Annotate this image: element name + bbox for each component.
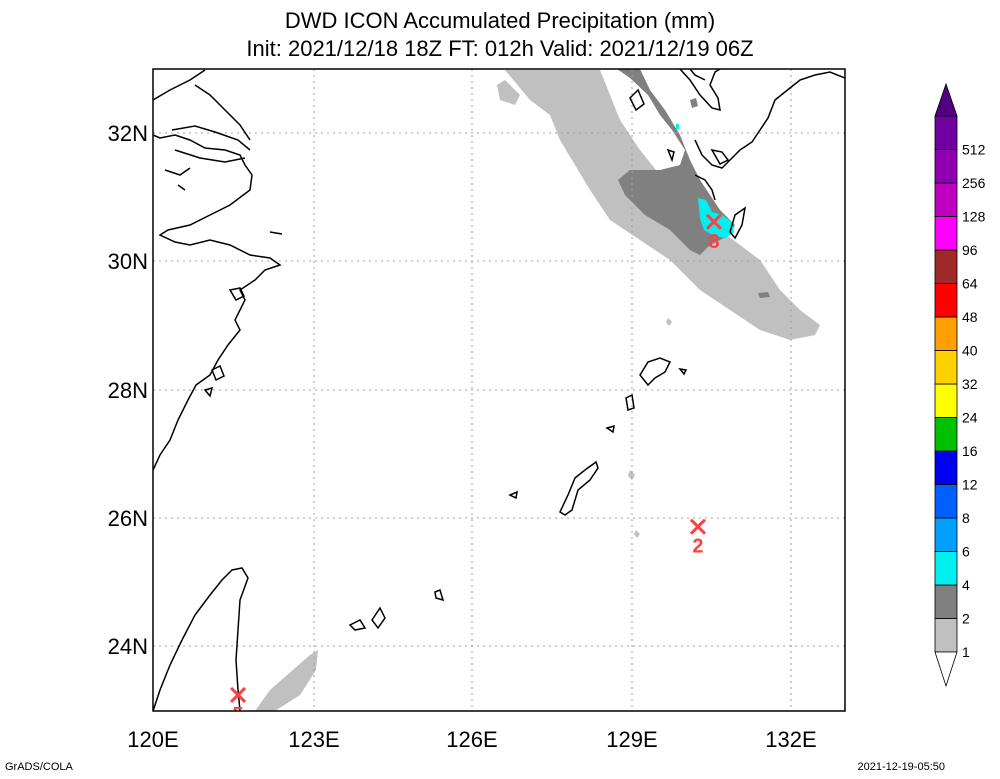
colorbar-bottom-arrow: [934, 651, 958, 688]
map-title: DWD ICON Accumulated Precipitation (mm): [284, 8, 716, 33]
colorbar-label: 2: [962, 611, 970, 627]
lat-tick-label: 28N: [108, 378, 148, 403]
marker-cross: [689, 518, 707, 535]
lat-tick-label: 24N: [108, 634, 148, 659]
colorbar-label: 128: [962, 209, 986, 225]
marker-layer: 8 2 5: [230, 213, 722, 726]
colorbar-label: 1: [962, 644, 970, 660]
colorbar-swatch: [934, 517, 958, 552]
colorbar-label: 8: [962, 510, 970, 526]
map-subtitle: Init: 2021/12/18 18Z FT: 012h Valid: 202…: [246, 36, 754, 61]
colorbar-swatch: [934, 249, 958, 284]
colorbar-label: 12: [962, 477, 978, 493]
colorbar-swatch: [934, 115, 958, 150]
colorbar-swatch: [934, 316, 958, 351]
colorbar-swatch: [934, 182, 958, 217]
marker-cross: [705, 213, 722, 230]
lon-tick-label: 120E: [127, 727, 178, 752]
map-area: 8 2 5: [153, 69, 845, 726]
lat-axis: 32N 30N 28N 26N 24N: [108, 121, 148, 659]
lon-tick-label: 126E: [446, 727, 497, 752]
colorbar-label: 512: [962, 142, 986, 158]
colorbar-label: 40: [962, 343, 978, 359]
colorbar-swatch: [934, 283, 958, 318]
colorbar-swatch: [934, 216, 958, 251]
colorbar-label: 64: [962, 276, 978, 292]
colorbar-swatch: [934, 584, 958, 619]
colorbar-label: 48: [962, 309, 978, 325]
colorbar-swatch: [934, 350, 958, 385]
marker-southwest: 5: [230, 686, 247, 726]
marker-label: 8: [708, 231, 719, 253]
footer-credit: GrADS/COLA: [5, 761, 73, 773]
marker-label: 5: [233, 704, 244, 726]
marker-cross: [230, 686, 247, 704]
lat-tick-label: 30N: [108, 249, 148, 274]
lat-tick-label: 32N: [108, 121, 148, 146]
colorbar-label: 6: [962, 544, 970, 560]
footer-timestamp: 2021-12-19-05:50: [857, 761, 945, 773]
map-frame: [152, 68, 846, 712]
colorbar-top-arrow: [934, 82, 958, 117]
lon-tick-label: 123E: [288, 727, 339, 752]
colorbar-label: 4: [962, 577, 970, 593]
colorbar-swatch: [934, 417, 958, 452]
colorbar-label: 96: [962, 242, 978, 258]
colorbar-label: 256: [962, 175, 986, 191]
colorbar-swatch: [934, 551, 958, 586]
marker-max-north: 8: [705, 213, 722, 253]
marker-east: 2: [689, 518, 707, 558]
colorbar-label: 32: [962, 376, 978, 392]
lon-tick-label: 132E: [765, 727, 816, 752]
colorbar-swatch: [934, 618, 958, 653]
coastlines: [153, 69, 845, 711]
lat-tick-label: 26N: [108, 506, 148, 531]
lon-tick-label: 129E: [606, 727, 657, 752]
colorbar-swatch: [934, 383, 958, 418]
colorbar-swatch: [934, 149, 958, 184]
gridlines: [153, 69, 845, 711]
colorbar-swatch: [934, 450, 958, 485]
colorbar-label: 24: [962, 410, 978, 426]
colorbar-label: 16: [962, 443, 978, 459]
marker-label: 2: [692, 536, 703, 558]
lon-axis: 120E 123E 126E 129E 132E: [127, 727, 816, 752]
colorbar-swatch: [934, 484, 958, 519]
